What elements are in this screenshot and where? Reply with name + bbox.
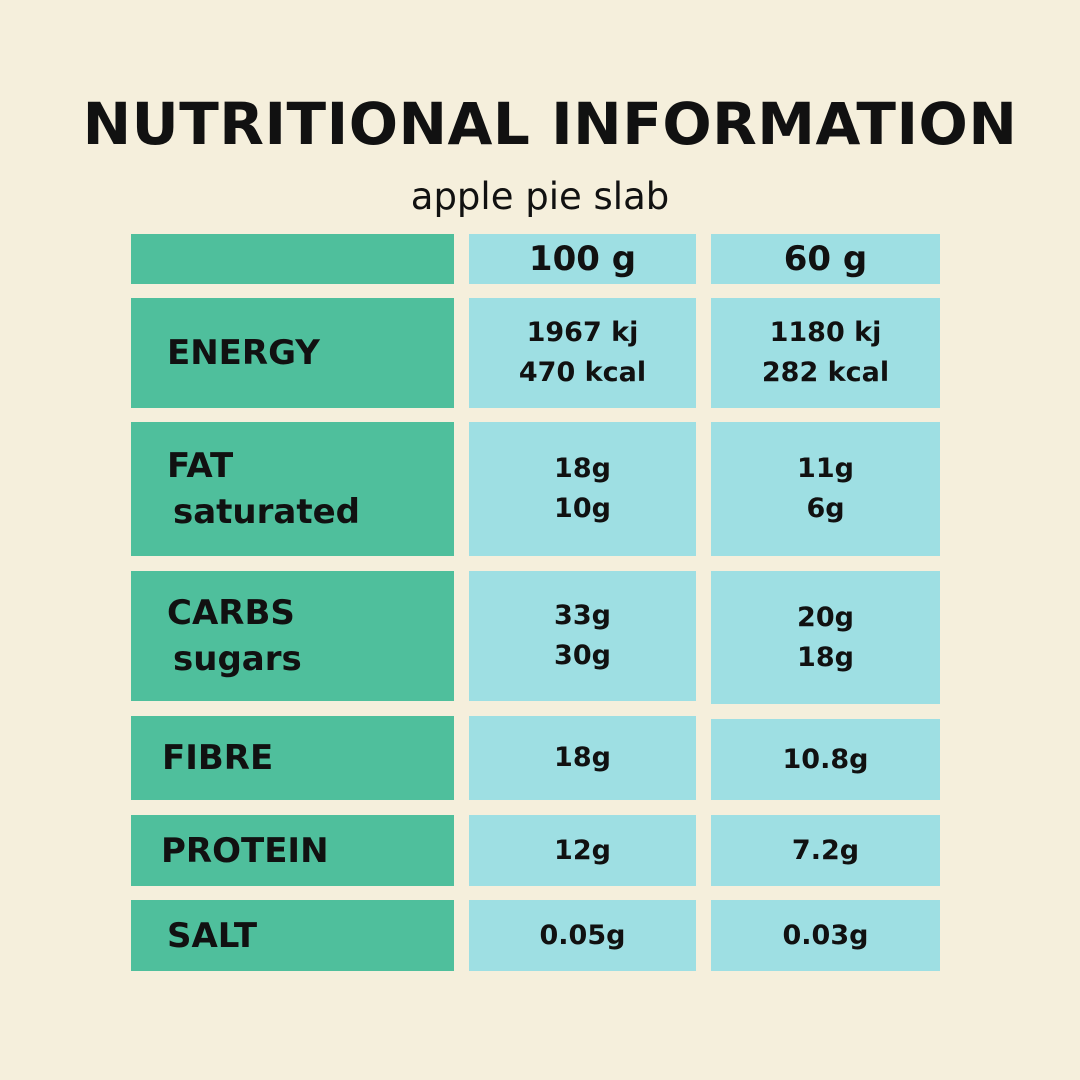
row-label-energy: ENERGY <box>131 298 454 408</box>
column-header-label: 60 g <box>783 239 868 279</box>
value-fat-60g: 11g 6g <box>711 422 940 556</box>
nutrient-name: ENERGY <box>167 333 320 373</box>
value-line: 0.03g <box>782 919 869 951</box>
value-protein-60g: 7.2g <box>711 815 940 886</box>
row-label-carbs: CARBS sugars <box>131 571 454 701</box>
value-line: 7.2g <box>791 834 860 866</box>
value-salt-60g: 0.03g <box>711 900 940 971</box>
value-line: 6g <box>806 493 845 524</box>
value-line: 18g <box>554 742 611 773</box>
value-protein-100g: 12g <box>469 815 696 886</box>
row-label-protein: PROTEIN <box>131 815 454 886</box>
value-energy-60g: 1180 kj 282 kcal <box>711 298 940 408</box>
value-line: 33g <box>554 600 611 631</box>
value-fibre-100g: 18g <box>469 716 696 800</box>
value-line: 0.05g <box>539 919 626 951</box>
nutrient-name: PROTEIN <box>161 830 329 871</box>
row-label-salt: SALT <box>131 900 454 971</box>
nutrient-name: FAT <box>167 446 234 486</box>
product-name: apple pie slab <box>410 175 670 218</box>
value-line: 12g <box>554 834 611 866</box>
column-header-label: 100 g <box>528 239 637 279</box>
value-line: 282 kcal <box>761 357 890 388</box>
value-fat-100g: 18g 10g <box>469 422 696 556</box>
value-line: 10.8g <box>782 743 869 775</box>
value-line: 18g <box>554 453 611 484</box>
value-line: 11g <box>797 453 854 484</box>
value-line: 1180 kj <box>769 317 882 348</box>
row-label-fibre: FIBRE <box>131 716 454 800</box>
value-line: 1967 kj <box>526 317 639 348</box>
value-energy-100g: 1967 kj 470 kcal <box>469 298 696 408</box>
header-empty-cell <box>131 234 454 284</box>
row-label-fat: FAT saturated <box>131 422 454 556</box>
column-header-100g: 100 g <box>469 234 696 284</box>
value-line: 30g <box>554 640 611 671</box>
value-carbs-60g: 20g 18g <box>711 571 940 704</box>
value-line: 10g <box>554 493 611 524</box>
nutrient-name: CARBS <box>167 593 295 633</box>
value-fibre-60g: 10.8g <box>711 719 940 800</box>
column-header-60g: 60 g <box>711 234 940 284</box>
nutrient-name: SALT <box>167 915 258 956</box>
value-salt-100g: 0.05g <box>469 900 696 971</box>
value-line: 18g <box>797 641 854 673</box>
nutrient-subname: saturated <box>173 492 360 532</box>
nutrient-subname: sugars <box>173 639 302 679</box>
nutrient-name: FIBRE <box>162 738 274 778</box>
page-title: NUTRITIONAL INFORMATION <box>82 90 1018 158</box>
value-line: 20g <box>797 601 854 633</box>
value-line: 470 kcal <box>518 357 647 388</box>
value-carbs-100g: 33g 30g <box>469 571 696 701</box>
